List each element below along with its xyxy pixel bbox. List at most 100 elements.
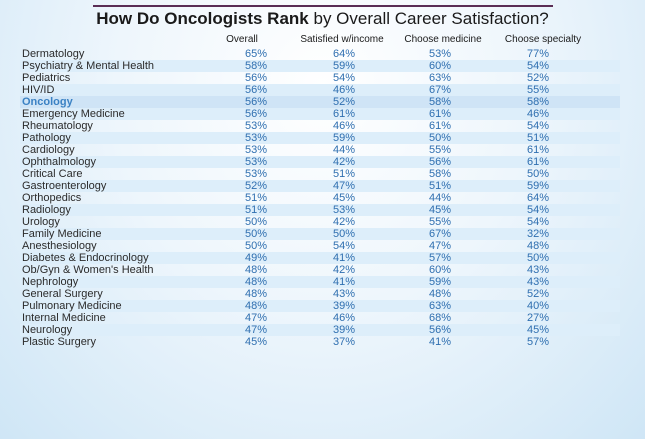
row-value: 48% [428, 288, 452, 300]
row-label: General Surgery [22, 288, 103, 300]
row-value: 50% [244, 216, 268, 228]
row-value: 53% [244, 120, 268, 132]
row-label: Neurology [22, 324, 73, 336]
row-value: 54% [332, 240, 356, 252]
row-value: 64% [526, 192, 550, 204]
table-row: Plastic Surgery 45% 37% 41% 57% [20, 336, 620, 348]
table-row: Ophthalmology 53% 42% 56% 61% [20, 156, 620, 168]
row-value: 39% [332, 324, 356, 336]
row-value: 56% [428, 156, 452, 168]
row-value: 48% [526, 240, 550, 252]
row-value: 50% [526, 168, 550, 180]
table-row: Cardiology 53% 44% 55% 61% [20, 144, 620, 156]
row-value: 32% [526, 228, 550, 240]
chart-title-rest: by Overall Career Satisfaction? [308, 9, 549, 28]
column-header-medicine: Choose medicine [404, 34, 482, 45]
column-header-income: Satisfied w/income [300, 34, 384, 45]
row-label: Plastic Surgery [22, 336, 96, 348]
row-value: 60% [428, 60, 452, 72]
row-value: 40% [526, 300, 550, 312]
row-value: 53% [244, 156, 268, 168]
chart-title-bold: How Do Oncologists Rank [96, 9, 309, 28]
table-row: Nephrology 48% 41% 59% 43% [20, 276, 620, 288]
table-row: Diabetes & Endocrinology 49% 41% 57% 50% [20, 252, 620, 264]
row-value: 48% [244, 276, 268, 288]
row-value: 43% [332, 288, 356, 300]
row-value: 39% [332, 300, 356, 312]
row-value: 51% [526, 132, 550, 144]
row-label: Pathology [22, 132, 71, 144]
row-value: 49% [244, 252, 268, 264]
row-value: 54% [526, 60, 550, 72]
row-value: 50% [526, 252, 550, 264]
row-value: 51% [428, 180, 452, 192]
row-value: 56% [244, 72, 268, 84]
row-value: 47% [244, 324, 268, 336]
table-row: Orthopedics 51% 45% 44% 64% [20, 192, 620, 204]
row-value: 51% [244, 192, 268, 204]
row-value: 50% [428, 132, 452, 144]
row-value: 41% [428, 336, 452, 348]
row-value: 54% [526, 216, 550, 228]
row-value: 58% [526, 96, 550, 108]
row-value: 53% [428, 48, 452, 60]
row-value: 61% [428, 120, 452, 132]
row-value: 42% [332, 156, 356, 168]
row-value: 58% [428, 96, 452, 108]
row-label: Cardiology [22, 144, 75, 156]
row-value: 54% [332, 72, 356, 84]
table-row: Gastroenterology 52% 47% 51% 59% [20, 180, 620, 192]
row-value: 52% [332, 96, 356, 108]
row-value: 46% [332, 120, 356, 132]
table-row: Emergency Medicine 56% 61% 61% 46% [20, 108, 620, 120]
row-label: HIV/ID [22, 84, 55, 96]
row-value: 55% [428, 144, 452, 156]
table-row: Radiology 51% 53% 45% 54% [20, 204, 620, 216]
table-row: Urology 50% 42% 55% 54% [20, 216, 620, 228]
row-value: 65% [244, 48, 268, 60]
row-value: 51% [332, 168, 356, 180]
row-label: Critical Care [22, 168, 83, 180]
row-value: 59% [332, 132, 356, 144]
table-row: Family Medicine 50% 50% 67% 32% [20, 228, 620, 240]
row-value: 63% [428, 72, 452, 84]
row-value: 56% [244, 96, 268, 108]
row-label: Radiology [22, 204, 71, 216]
row-value: 58% [428, 168, 452, 180]
row-value: 52% [526, 72, 550, 84]
row-value: 41% [332, 252, 356, 264]
row-value: 43% [526, 264, 550, 276]
row-label: Pulmonary Medicine [22, 300, 122, 312]
row-value: 59% [332, 60, 356, 72]
row-value: 48% [244, 264, 268, 276]
row-value: 58% [244, 60, 268, 72]
row-value: 54% [526, 204, 550, 216]
row-value: 42% [332, 216, 356, 228]
row-value: 45% [428, 204, 452, 216]
row-label: Orthopedics [22, 192, 82, 204]
row-value: 56% [428, 324, 452, 336]
column-header-overall: Overall [226, 34, 258, 45]
row-value: 45% [526, 324, 550, 336]
row-label: Ophthalmology [22, 156, 96, 168]
row-value: 47% [428, 240, 452, 252]
row-value: 61% [526, 156, 550, 168]
row-value: 57% [428, 252, 452, 264]
row-value: 68% [428, 312, 452, 324]
row-value: 60% [428, 264, 452, 276]
row-label: Nephrology [22, 276, 79, 288]
row-label: Ob/Gyn & Women's Health [22, 264, 154, 276]
row-label: Diabetes & Endocrinology [22, 252, 149, 264]
row-value: 50% [244, 240, 268, 252]
row-value: 46% [332, 312, 356, 324]
row-value: 53% [244, 168, 268, 180]
row-value: 55% [428, 216, 452, 228]
table-row: Pathology 53% 59% 50% 51% [20, 132, 620, 144]
table-row: Ob/Gyn & Women's Health 48% 42% 60% 43% [20, 264, 620, 276]
row-value: 44% [332, 144, 356, 156]
table-row: Internal Medicine 47% 46% 68% 27% [20, 312, 620, 324]
chart-title: How Do Oncologists Rank by Overall Caree… [0, 9, 645, 29]
row-value: 56% [244, 108, 268, 120]
row-value: 50% [332, 228, 356, 240]
